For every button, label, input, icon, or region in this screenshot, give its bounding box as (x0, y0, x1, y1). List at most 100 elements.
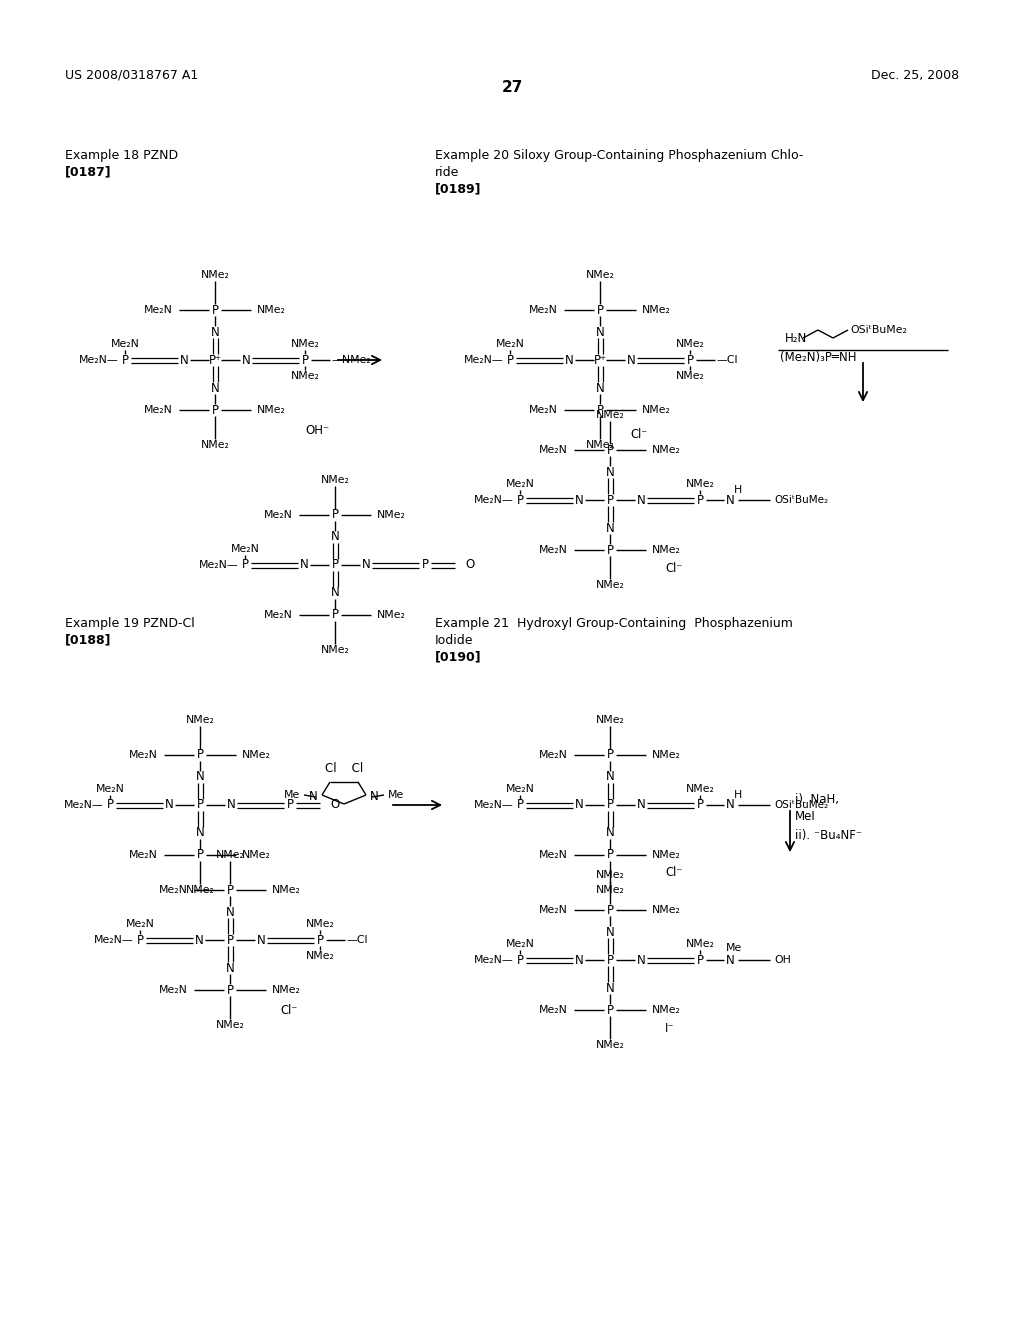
Text: N: N (574, 799, 584, 812)
Text: ii). ⁻Bu₄NF⁻: ii). ⁻Bu₄NF⁻ (795, 829, 862, 842)
Text: [0189]: [0189] (435, 182, 481, 195)
Text: OSiᵗBuMe₂: OSiᵗBuMe₂ (774, 800, 828, 810)
Text: N: N (627, 354, 635, 367)
Text: Me₂N—: Me₂N— (464, 355, 504, 366)
Text: NMe₂: NMe₂ (272, 884, 301, 895)
Text: ride: ride (435, 165, 460, 178)
Text: N: N (605, 982, 614, 994)
Text: Me₂N: Me₂N (159, 985, 188, 995)
Text: N: N (331, 531, 339, 544)
Text: NMe₂: NMe₂ (272, 985, 301, 995)
Text: N: N (370, 791, 379, 804)
Text: —Cl: —Cl (346, 935, 368, 945)
Text: N: N (211, 381, 219, 395)
Text: NMe₂: NMe₂ (586, 440, 614, 450)
Text: NMe₂: NMe₂ (676, 371, 705, 381)
Text: Example 19 PZND-Cl: Example 19 PZND-Cl (65, 616, 195, 630)
Text: OH⁻: OH⁻ (305, 424, 330, 437)
Text: NMe₂: NMe₂ (305, 950, 335, 961)
Text: N: N (637, 799, 645, 812)
Text: P: P (606, 953, 613, 966)
Text: P: P (197, 799, 204, 812)
Text: P: P (242, 558, 249, 572)
Text: Me₂N: Me₂N (539, 1005, 568, 1015)
Text: NMe₂: NMe₂ (291, 339, 319, 348)
Text: NMe₂: NMe₂ (257, 305, 286, 315)
Text: NMe₂: NMe₂ (185, 884, 214, 895)
Text: NMe₂: NMe₂ (676, 339, 705, 348)
Text: P: P (226, 933, 233, 946)
Text: NMe₂: NMe₂ (652, 1005, 681, 1015)
Text: N: N (225, 906, 234, 919)
Text: N: N (605, 925, 614, 939)
Text: NMe₂: NMe₂ (652, 445, 681, 455)
Text: NMe₂: NMe₂ (596, 715, 625, 725)
Text: Me₂N: Me₂N (539, 445, 568, 455)
Text: N: N (726, 494, 734, 507)
Text: N: N (637, 494, 645, 507)
Text: N: N (605, 826, 614, 840)
Text: N: N (574, 953, 584, 966)
Text: Me₂N: Me₂N (159, 884, 188, 895)
Text: Me₂N: Me₂N (111, 339, 139, 348)
Text: P: P (516, 494, 523, 507)
Text: Me₂N—: Me₂N— (474, 954, 514, 965)
Text: P: P (301, 354, 308, 367)
Text: Example 21  Hydroxyl Group-Containing  Phosphazenium: Example 21 Hydroxyl Group-Containing Pho… (435, 616, 793, 630)
Text: N: N (300, 558, 308, 572)
Text: P⁺: P⁺ (594, 354, 606, 367)
Text: N: N (565, 354, 573, 367)
Text: Me: Me (388, 789, 404, 800)
Text: Me₂N—: Me₂N— (65, 800, 104, 810)
Text: P⁺: P⁺ (209, 354, 221, 367)
Text: OSiᵗBuMe₂: OSiᵗBuMe₂ (774, 495, 828, 506)
Text: i). NaH,: i). NaH, (795, 793, 839, 807)
Text: NMe₂: NMe₂ (642, 305, 671, 315)
Text: Me₂N—: Me₂N— (79, 355, 119, 366)
Text: Me₂N: Me₂N (539, 850, 568, 861)
Text: Me₂N: Me₂N (126, 919, 155, 929)
Text: Me₂N: Me₂N (144, 305, 173, 315)
Text: NMe₂: NMe₂ (596, 411, 625, 420)
Text: NMe₂: NMe₂ (652, 750, 681, 760)
Text: —NMe₂: —NMe₂ (331, 355, 371, 366)
Text: Cl⁻: Cl⁻ (630, 429, 647, 441)
Text: NMe₂: NMe₂ (652, 545, 681, 554)
Text: Me₂N: Me₂N (506, 784, 535, 795)
Text: P: P (696, 494, 703, 507)
Text: N: N (726, 799, 734, 812)
Text: Me₂N: Me₂N (264, 510, 293, 520)
Text: NMe₂: NMe₂ (596, 579, 625, 590)
Text: P: P (606, 544, 613, 557)
Text: N: N (331, 586, 339, 599)
Text: N: N (309, 791, 318, 804)
Text: Cl⁻: Cl⁻ (280, 1003, 297, 1016)
Text: NMe₂: NMe₂ (242, 750, 271, 760)
Text: N: N (574, 494, 584, 507)
Text: Cl⁻: Cl⁻ (665, 561, 682, 574)
Text: Me₂N—: Me₂N— (200, 560, 239, 570)
Text: P: P (136, 933, 143, 946)
Text: N: N (211, 326, 219, 338)
Text: N: N (196, 771, 205, 784)
Text: Me₂N—: Me₂N— (474, 495, 514, 506)
Text: NMe₂: NMe₂ (596, 1040, 625, 1049)
Text: (Me₂N)₃P═NH: (Me₂N)₃P═NH (780, 351, 856, 364)
Text: NMe₂: NMe₂ (216, 850, 245, 861)
Text: NMe₂: NMe₂ (596, 884, 625, 895)
Text: P: P (597, 304, 603, 317)
Text: P: P (332, 508, 339, 521)
Text: Me₂N: Me₂N (539, 750, 568, 760)
Text: N: N (242, 354, 250, 367)
Text: —Cl: —Cl (716, 355, 737, 366)
Text: Iodide: Iodide (435, 634, 473, 647)
Text: P: P (606, 903, 613, 916)
Text: 27: 27 (502, 81, 522, 95)
Text: P: P (122, 354, 128, 367)
Text: [0190]: [0190] (435, 651, 481, 664)
Text: N: N (596, 326, 604, 338)
Text: P: P (332, 558, 339, 572)
Text: NMe₂: NMe₂ (596, 870, 625, 880)
Text: N: N (605, 521, 614, 535)
Text: P: P (316, 933, 324, 946)
